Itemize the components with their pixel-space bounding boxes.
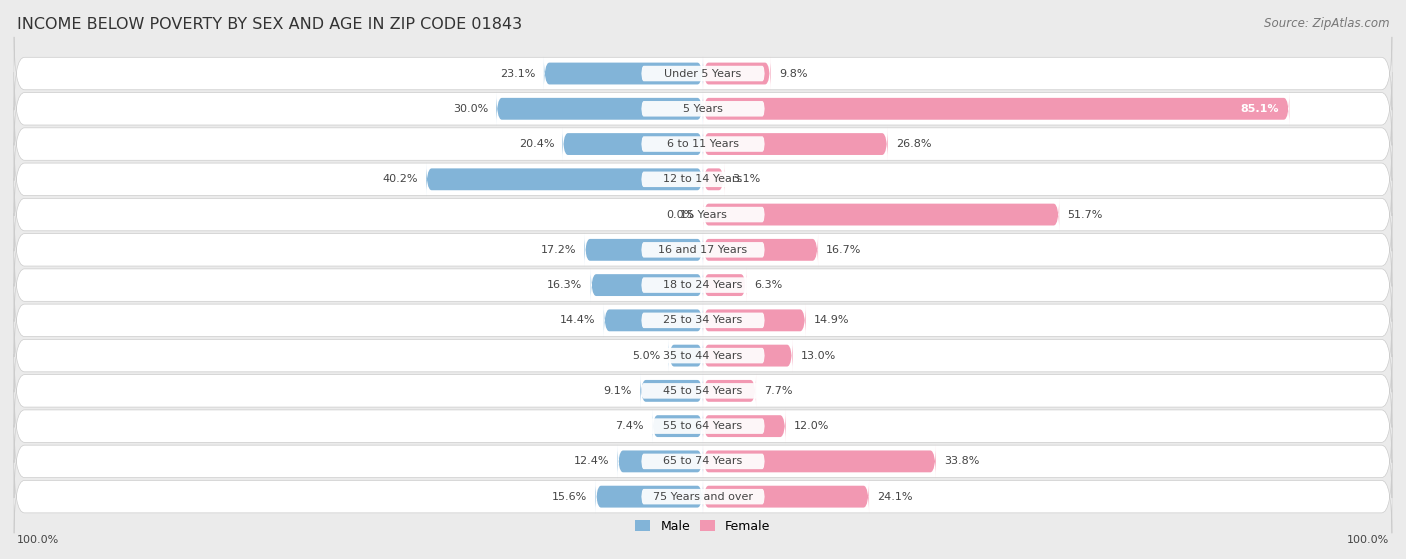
FancyBboxPatch shape [641,242,765,258]
FancyBboxPatch shape [703,92,1289,126]
FancyBboxPatch shape [14,319,1392,392]
FancyBboxPatch shape [617,444,703,479]
FancyBboxPatch shape [14,178,1392,251]
Text: 75 Years and over: 75 Years and over [652,492,754,501]
FancyBboxPatch shape [14,143,1392,216]
FancyBboxPatch shape [14,72,1392,145]
FancyBboxPatch shape [585,233,703,267]
Text: 16.7%: 16.7% [827,245,862,255]
FancyBboxPatch shape [14,248,1392,322]
FancyBboxPatch shape [703,303,806,338]
FancyBboxPatch shape [603,303,703,338]
FancyBboxPatch shape [703,409,786,443]
FancyBboxPatch shape [641,101,765,116]
FancyBboxPatch shape [14,283,1392,357]
Text: 40.2%: 40.2% [382,174,418,184]
Text: 35 to 44 Years: 35 to 44 Years [664,350,742,361]
FancyBboxPatch shape [703,480,869,514]
FancyBboxPatch shape [652,409,703,443]
Text: 9.1%: 9.1% [603,386,633,396]
Text: 14.9%: 14.9% [814,315,849,325]
Text: 3.1%: 3.1% [733,174,761,184]
Text: 12.0%: 12.0% [794,421,830,431]
FancyBboxPatch shape [703,373,756,408]
FancyBboxPatch shape [703,56,770,91]
Text: Under 5 Years: Under 5 Years [665,69,741,78]
Text: 18 to 24 Years: 18 to 24 Years [664,280,742,290]
FancyBboxPatch shape [703,197,1059,232]
Text: 5 Years: 5 Years [683,104,723,114]
FancyBboxPatch shape [641,348,765,363]
FancyBboxPatch shape [14,425,1392,498]
FancyBboxPatch shape [641,418,765,434]
FancyBboxPatch shape [703,233,818,267]
Text: 5.0%: 5.0% [633,350,661,361]
FancyBboxPatch shape [496,92,703,126]
Text: 6.3%: 6.3% [755,280,783,290]
FancyBboxPatch shape [641,136,765,152]
FancyBboxPatch shape [544,56,703,91]
Text: 17.2%: 17.2% [541,245,576,255]
Text: 85.1%: 85.1% [1240,104,1279,114]
Text: 100.0%: 100.0% [1347,535,1389,545]
FancyBboxPatch shape [703,127,887,162]
Text: Source: ZipAtlas.com: Source: ZipAtlas.com [1264,17,1389,30]
Legend: Male, Female: Male, Female [630,515,776,538]
Text: INCOME BELOW POVERTY BY SEX AND AGE IN ZIP CODE 01843: INCOME BELOW POVERTY BY SEX AND AGE IN Z… [17,17,522,32]
Text: 6 to 11 Years: 6 to 11 Years [666,139,740,149]
Text: 16.3%: 16.3% [547,280,582,290]
FancyBboxPatch shape [641,277,765,293]
FancyBboxPatch shape [596,480,703,514]
FancyBboxPatch shape [591,268,703,302]
FancyBboxPatch shape [703,268,747,302]
Text: 15.6%: 15.6% [553,492,588,501]
Text: 13.0%: 13.0% [801,350,837,361]
Text: 12 to 14 Years: 12 to 14 Years [664,174,742,184]
FancyBboxPatch shape [641,383,765,399]
FancyBboxPatch shape [641,172,765,187]
FancyBboxPatch shape [14,107,1392,181]
FancyBboxPatch shape [641,312,765,328]
FancyBboxPatch shape [426,162,703,197]
FancyBboxPatch shape [641,207,765,222]
FancyBboxPatch shape [14,390,1392,463]
Text: 7.7%: 7.7% [765,386,793,396]
Text: 23.1%: 23.1% [501,69,536,78]
Text: 25 to 34 Years: 25 to 34 Years [664,315,742,325]
Text: 7.4%: 7.4% [616,421,644,431]
FancyBboxPatch shape [703,162,724,197]
FancyBboxPatch shape [703,338,793,373]
FancyBboxPatch shape [14,213,1392,287]
FancyBboxPatch shape [14,460,1392,533]
Text: 12.4%: 12.4% [574,456,609,466]
Text: 45 to 54 Years: 45 to 54 Years [664,386,742,396]
Text: 20.4%: 20.4% [519,139,554,149]
FancyBboxPatch shape [14,37,1392,110]
FancyBboxPatch shape [641,489,765,504]
FancyBboxPatch shape [669,338,703,373]
FancyBboxPatch shape [641,454,765,469]
Text: 33.8%: 33.8% [945,456,980,466]
Text: 0.0%: 0.0% [666,210,695,220]
Text: 100.0%: 100.0% [17,535,59,545]
Text: 26.8%: 26.8% [896,139,931,149]
Text: 65 to 74 Years: 65 to 74 Years [664,456,742,466]
Text: 16 and 17 Years: 16 and 17 Years [658,245,748,255]
Text: 15 Years: 15 Years [679,210,727,220]
Text: 30.0%: 30.0% [453,104,488,114]
FancyBboxPatch shape [641,66,765,81]
Text: 24.1%: 24.1% [877,492,912,501]
FancyBboxPatch shape [14,354,1392,428]
Text: 9.8%: 9.8% [779,69,807,78]
Text: 55 to 64 Years: 55 to 64 Years [664,421,742,431]
FancyBboxPatch shape [640,373,703,408]
FancyBboxPatch shape [562,127,703,162]
Text: 51.7%: 51.7% [1067,210,1102,220]
Text: 14.4%: 14.4% [560,315,596,325]
FancyBboxPatch shape [703,444,936,479]
